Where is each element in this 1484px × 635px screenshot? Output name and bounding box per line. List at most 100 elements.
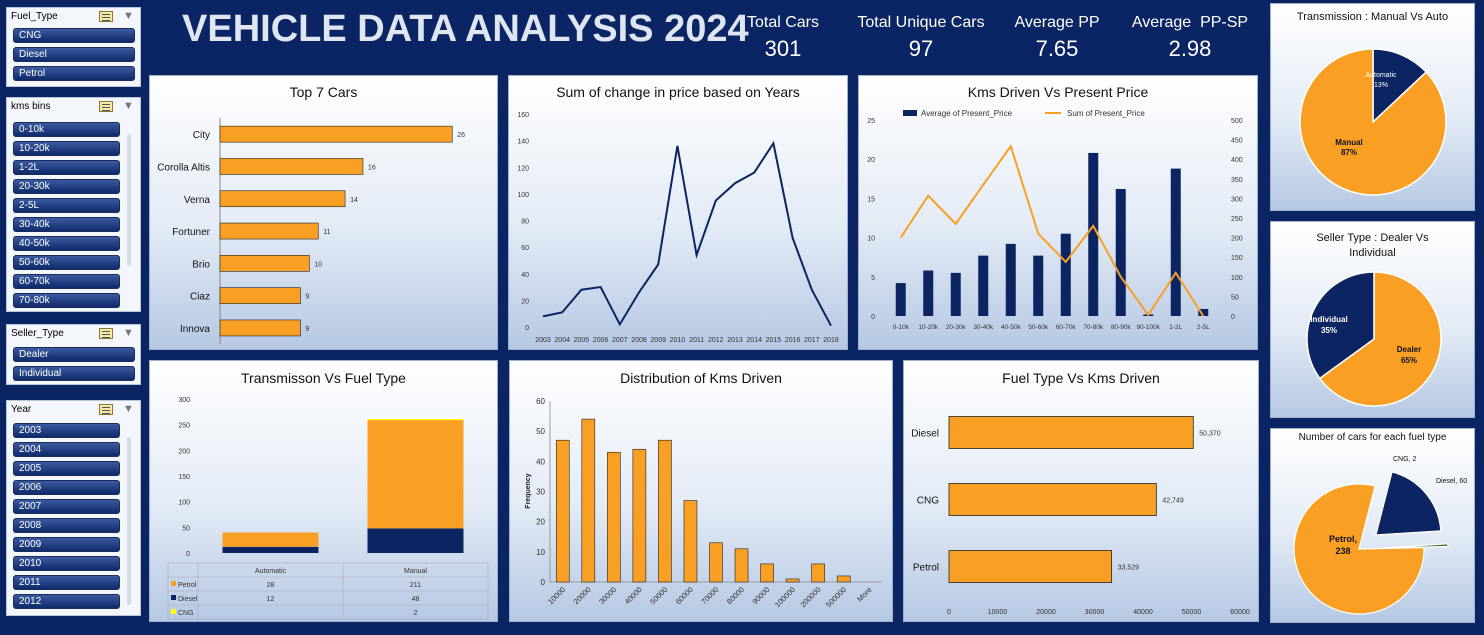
clear-filter-icon[interactable]: ▼ <box>123 327 134 339</box>
slicer-item-year[interactable]: 2012 <box>13 594 120 609</box>
multi-select-icon[interactable] <box>99 11 113 22</box>
series-line <box>899 144 1205 317</box>
chart-title: Distribution of Kms Driven <box>620 370 782 386</box>
y-tick-label: 100 <box>517 192 529 199</box>
slicer-item-kms[interactable]: 10-20k <box>13 141 120 156</box>
slicer-item-petrol[interactable]: Petrol <box>13 66 135 81</box>
bar <box>836 575 851 583</box>
pie-slice <box>1372 48 1428 124</box>
kpi-unique-cars-label: Total Unique Cars <box>857 14 985 31</box>
data-label: 9 <box>305 326 309 333</box>
bar-segment <box>367 528 464 553</box>
bar <box>760 563 774 583</box>
category-label: City <box>193 130 210 141</box>
x-tick-label: 500000 <box>824 585 848 609</box>
clear-filter-icon[interactable]: ▼ <box>123 100 134 112</box>
pie-value: 87% <box>1341 148 1357 157</box>
category-label: CNG <box>917 496 939 507</box>
category-label: Corolla Altis <box>157 162 210 173</box>
x-tick-label: 10000 <box>546 585 567 606</box>
multi-select-icon[interactable] <box>99 328 113 339</box>
slicer-item-kms[interactable]: 20-30k <box>13 179 120 194</box>
kpi-unique-cars-value: 97 <box>908 36 934 61</box>
data-label: 9 <box>305 294 309 301</box>
y-tick-label: 40 <box>521 272 529 279</box>
slicer-scrollbar[interactable] <box>127 437 131 605</box>
bar <box>1088 152 1099 316</box>
slicer-item-year[interactable]: 2003 <box>13 423 120 438</box>
bar <box>1198 308 1209 316</box>
y-tick-label: 20 <box>536 518 545 527</box>
x-tick-label: 60000 <box>1230 609 1250 616</box>
category-label: Ciaz <box>190 292 210 303</box>
x-tick-label: 1-2L <box>1169 324 1182 331</box>
slicer-item-year[interactable]: 2004 <box>13 442 120 457</box>
slicer-item-diesel[interactable]: Diesel <box>13 47 135 62</box>
slicer-item-kms[interactable]: 30-40k <box>13 217 120 232</box>
y2-tick-label: 500 <box>1231 118 1243 125</box>
slicer-item-year[interactable]: 2007 <box>13 499 120 514</box>
x-tick-label: 2004 <box>554 337 570 344</box>
x-tick-label: More <box>855 585 873 603</box>
pie-slice <box>1382 543 1449 549</box>
category-label: Verna <box>184 195 211 206</box>
slicer-item-kms[interactable]: 50-60k <box>13 255 120 270</box>
slicer-item-kms[interactable]: 70-80k <box>13 293 120 308</box>
kms-bins-slicer-title: kms bins <box>11 101 51 112</box>
x-tick-label: 2009 <box>650 337 666 344</box>
y-tick-label: 0 <box>871 314 875 321</box>
x-tick-label: 2014 <box>746 337 762 344</box>
slicer-item-year[interactable]: 2005 <box>13 461 120 476</box>
slicer-item-year[interactable]: 2011 <box>13 575 120 590</box>
x-tick-label: 2008 <box>631 337 647 344</box>
fuel-count-pie-svg: Petrol, 238 Diesel, 60 CNG, 2 <box>1293 456 1467 615</box>
y2-tick-label: 150 <box>1231 255 1243 262</box>
y-tick-label: 300 <box>178 397 190 404</box>
clear-filter-icon[interactable]: ▼ <box>123 403 134 415</box>
y2-tick-label: 250 <box>1231 216 1243 223</box>
y-tick-label: 60 <box>536 397 545 406</box>
pie-label: Diesel, 60 <box>1436 478 1467 485</box>
multi-select-icon[interactable] <box>99 404 113 415</box>
data-label: 26 <box>457 132 465 139</box>
pie-label: Dealer <box>1397 345 1421 354</box>
data-label: 16 <box>368 164 376 171</box>
x-tick-label: 2-5L <box>1197 324 1210 331</box>
slicer-item-year[interactable]: 2010 <box>13 556 120 571</box>
multi-select-icon[interactable] <box>99 101 113 112</box>
x-tick-label: 60000 <box>674 585 695 606</box>
y-tick-label: 5 <box>871 275 875 282</box>
bar-segment <box>222 532 319 547</box>
pie-value: 238 <box>1335 546 1350 556</box>
slicer-item-year[interactable]: 2006 <box>13 480 120 495</box>
y-tick-label: 15 <box>867 196 875 203</box>
kms-bins-slicer: kms bins ▼ 0-10k 10-20k 1-2L 20-30k 2-5L… <box>6 97 141 312</box>
slicer-item-individual[interactable]: Individual <box>13 366 135 381</box>
table-cell: 28 <box>267 582 275 589</box>
bar <box>1033 255 1044 316</box>
bar <box>1115 188 1126 316</box>
slicer-item-dealer[interactable]: Dealer <box>13 347 135 362</box>
year-slicer-title: Year <box>11 404 32 415</box>
x-tick-label: 40000 <box>1133 609 1153 616</box>
kpi-average-pp-sp-value: 2.98 <box>1168 36 1212 61</box>
slicer-item-year[interactable]: 2009 <box>13 537 120 552</box>
slicer-item-kms[interactable]: 1-2L <box>13 160 120 175</box>
y-tick-label: 20 <box>521 298 529 305</box>
slicer-item-cng[interactable]: CNG <box>13 28 135 43</box>
y2-tick-label: 0 <box>1231 314 1235 321</box>
y2-tick-label: 400 <box>1231 157 1243 164</box>
slicer-item-kms[interactable]: 60-70k <box>13 274 120 289</box>
slicer-scrollbar[interactable] <box>127 134 131 266</box>
x-tick-label: 80-90k <box>1111 324 1132 331</box>
legend-swatch <box>903 110 917 116</box>
clear-filter-icon[interactable]: ▼ <box>123 10 134 22</box>
slicer-item-kms[interactable]: 40-50k <box>13 236 120 251</box>
slicer-item-kms[interactable]: 0-10k <box>13 122 120 137</box>
slicer-item-year[interactable]: 2008 <box>13 518 120 533</box>
slicer-item-kms[interactable]: 2-5L <box>13 198 120 213</box>
bar <box>219 158 364 175</box>
x-tick-label: 20000 <box>1036 609 1056 616</box>
